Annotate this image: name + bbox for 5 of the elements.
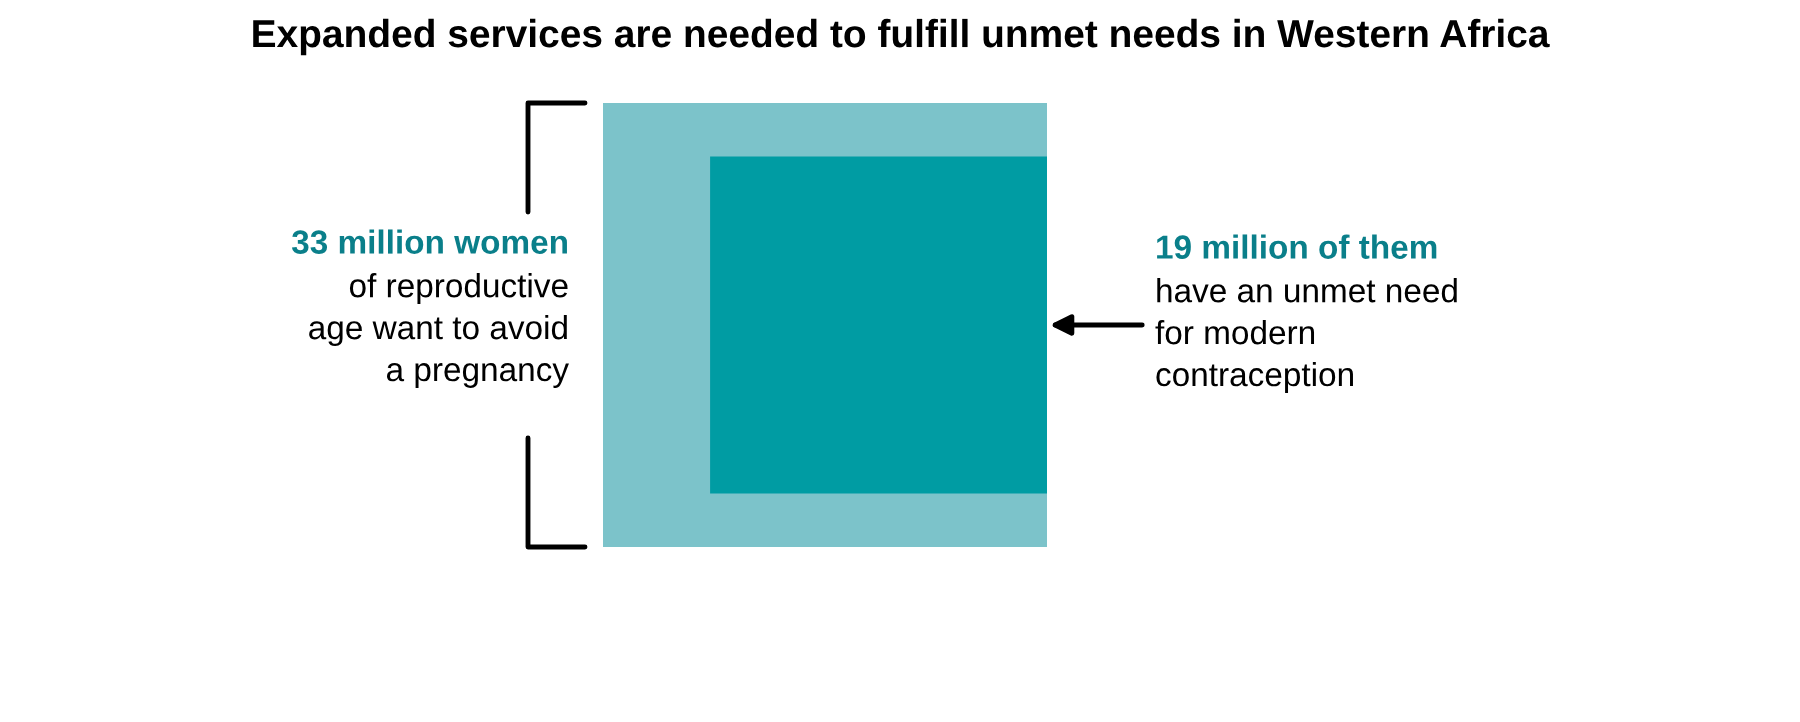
text: of reproductive age want to avoid a pregnancy [309, 273, 569, 388]
data-label: 19 million of them [1157, 234, 1437, 259]
text: have an unmet need for modern contraception [1155, 278, 1457, 393]
text: Expanded services are needed to fulfill unmet needs in Western Africa [253, 18, 1550, 56]
data-label: 33 million women [291, 229, 567, 254]
